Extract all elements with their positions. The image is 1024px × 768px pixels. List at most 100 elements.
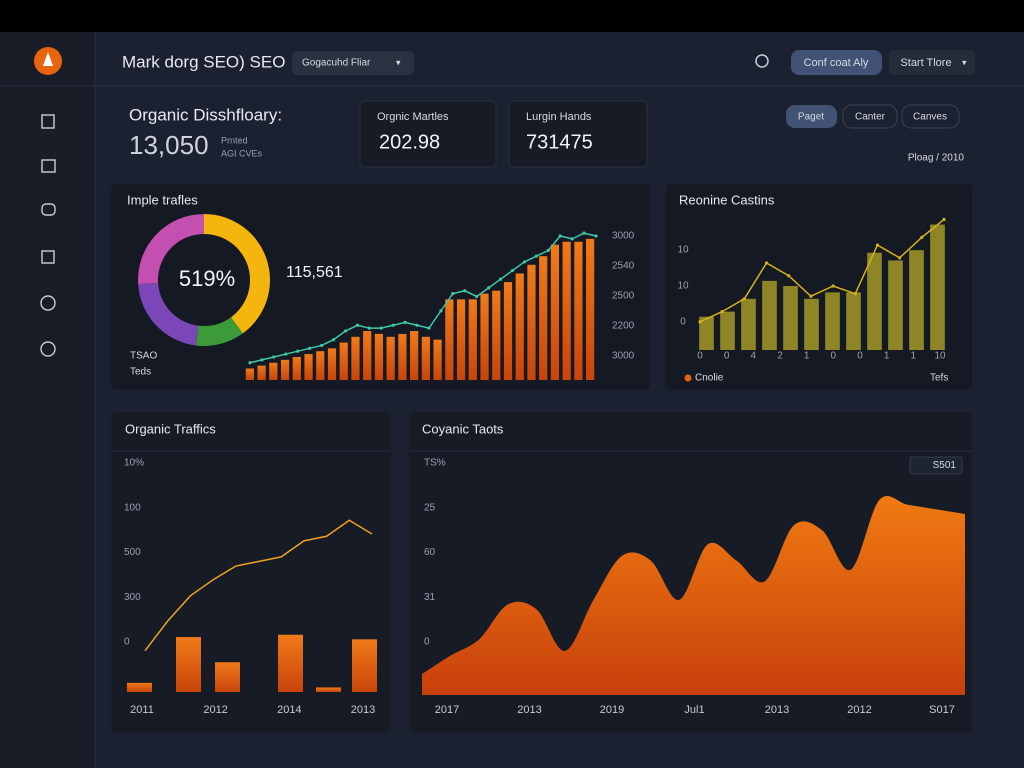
legend-label: Tefs bbox=[930, 373, 948, 384]
y-axis-label: 2200 bbox=[612, 321, 635, 332]
y-axis-label: 10% bbox=[124, 458, 144, 469]
button-secondary[interactable] bbox=[889, 50, 975, 75]
bar bbox=[445, 299, 454, 380]
x-axis-label: 2 bbox=[777, 351, 783, 362]
bar bbox=[280, 359, 290, 380]
line-point bbox=[570, 237, 574, 241]
y-axis-label: 0 bbox=[124, 637, 130, 648]
bar bbox=[741, 298, 756, 350]
button-label: Conf coat Aly bbox=[804, 57, 869, 69]
line-point bbox=[343, 329, 348, 333]
panel-title: Reonine Castins bbox=[679, 192, 775, 207]
bar bbox=[539, 256, 548, 380]
line-point bbox=[522, 260, 527, 264]
bar bbox=[562, 241, 571, 380]
bar bbox=[468, 299, 477, 380]
filter-active[interactable] bbox=[786, 105, 837, 128]
x-axis-label: 2012 bbox=[847, 704, 871, 716]
x-axis-label: 0 bbox=[724, 351, 730, 362]
line-point bbox=[415, 323, 419, 327]
filter[interactable] bbox=[901, 104, 960, 129]
line-point bbox=[558, 234, 562, 238]
line-point bbox=[260, 358, 264, 362]
line-point bbox=[451, 292, 455, 296]
bar bbox=[352, 639, 377, 692]
x-axis-label: 10 bbox=[934, 351, 946, 362]
donut-segment bbox=[138, 282, 199, 346]
line bbox=[144, 519, 373, 652]
y-axis-label: 2500 bbox=[612, 291, 635, 302]
button-label: Start Tlore bbox=[900, 57, 951, 69]
icon-chat[interactable] bbox=[41, 203, 56, 216]
y-axis-label: 25 bbox=[424, 502, 436, 513]
bar bbox=[398, 333, 407, 380]
bar bbox=[909, 250, 924, 350]
bar bbox=[176, 637, 201, 692]
line-point bbox=[534, 254, 538, 258]
bar bbox=[304, 354, 313, 380]
x-axis-label: 1 bbox=[884, 351, 890, 362]
bar bbox=[374, 333, 384, 380]
note: Teds bbox=[130, 367, 151, 378]
sidebar-icons bbox=[40, 114, 56, 357]
line-point bbox=[582, 231, 586, 235]
x-axis-label: Jul1 bbox=[684, 704, 704, 716]
bar bbox=[699, 316, 714, 350]
stat-label: Lurgin Hands bbox=[526, 111, 592, 123]
line-point bbox=[698, 320, 702, 324]
y-axis-label: 300 bbox=[124, 592, 141, 603]
line-point bbox=[546, 248, 550, 252]
bar bbox=[292, 356, 301, 380]
y-axis-label: 31 bbox=[424, 592, 436, 603]
filter[interactable] bbox=[842, 104, 898, 129]
badge-label: S501 bbox=[933, 460, 957, 471]
x-axis-label: 2019 bbox=[600, 704, 624, 716]
period: Ploag / 2010 bbox=[908, 153, 965, 164]
bar bbox=[327, 348, 337, 380]
dropdown[interactable] bbox=[292, 51, 414, 75]
line-point bbox=[875, 243, 880, 247]
bar bbox=[930, 224, 945, 350]
icon-docs[interactable] bbox=[41, 159, 56, 173]
line-point bbox=[391, 323, 395, 327]
icon-edit[interactable] bbox=[41, 250, 55, 264]
summary-sub: Prnted bbox=[221, 135, 248, 145]
x-axis-label: 1 bbox=[804, 351, 810, 362]
line-point bbox=[787, 274, 791, 278]
y-axis-label: 500 bbox=[124, 547, 141, 558]
summary-title: Organic Disshfloary: bbox=[129, 105, 282, 124]
top-band bbox=[0, 0, 1024, 32]
button-caret: ▾ bbox=[962, 57, 967, 67]
line-point bbox=[510, 268, 515, 273]
donut-segment bbox=[195, 317, 243, 346]
legend-swatch bbox=[684, 374, 692, 382]
bar bbox=[492, 290, 501, 380]
x-axis-label: 2013 bbox=[351, 704, 375, 716]
bar bbox=[316, 351, 325, 380]
bar bbox=[550, 244, 560, 380]
line-point bbox=[463, 289, 467, 293]
filter-label: Canter bbox=[855, 112, 886, 123]
icon-face[interactable] bbox=[40, 341, 56, 357]
icon-clock[interactable] bbox=[40, 295, 56, 311]
stat-value: 731475 bbox=[526, 131, 593, 153]
line-point bbox=[498, 277, 503, 281]
panel-title: Coyanic Taots bbox=[422, 421, 504, 436]
line-point bbox=[403, 320, 407, 324]
icon-home[interactable] bbox=[41, 114, 55, 129]
bar bbox=[825, 292, 840, 350]
dropdown-caret: ▾ bbox=[396, 57, 401, 67]
sidebar bbox=[0, 32, 95, 768]
bar bbox=[269, 362, 278, 380]
bar bbox=[339, 342, 348, 380]
x-axis-label: 2017 bbox=[435, 704, 459, 716]
button-primary[interactable] bbox=[791, 50, 882, 75]
line-point bbox=[920, 235, 924, 239]
x-axis-label: S017 bbox=[929, 704, 955, 716]
dropdown-label: Gogacuhd Fliar bbox=[302, 58, 371, 69]
search-icon[interactable] bbox=[755, 54, 769, 68]
bar bbox=[127, 682, 152, 692]
line-point bbox=[296, 349, 300, 353]
bar bbox=[433, 339, 442, 380]
line-point bbox=[439, 309, 443, 313]
